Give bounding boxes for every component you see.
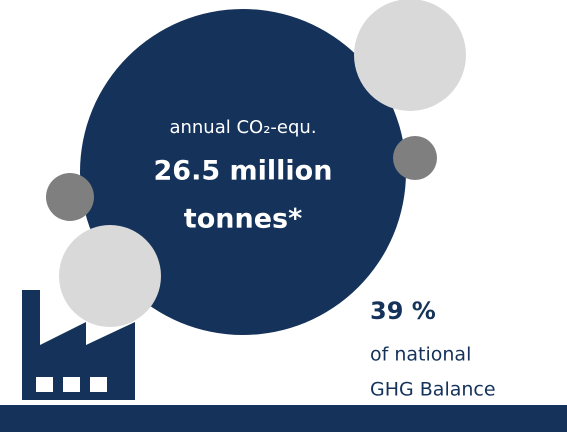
- share-text: of national: [370, 344, 471, 366]
- amount: 26.5 million: [154, 156, 333, 187]
- share-value: 39 %: [370, 297, 436, 325]
- label: annual CO₂-equ.: [169, 117, 316, 138]
- share-text: GHG Balance: [370, 379, 496, 401]
- amount: tonnes*: [184, 204, 302, 235]
- factory-icon: [22, 290, 135, 400]
- bottom-bar: [0, 405, 567, 432]
- main-circle: [80, 9, 406, 335]
- decor-circle: [59, 225, 161, 327]
- decor-circle: [393, 136, 437, 180]
- decor-circle: [46, 173, 94, 221]
- decor-circle: [354, 0, 466, 111]
